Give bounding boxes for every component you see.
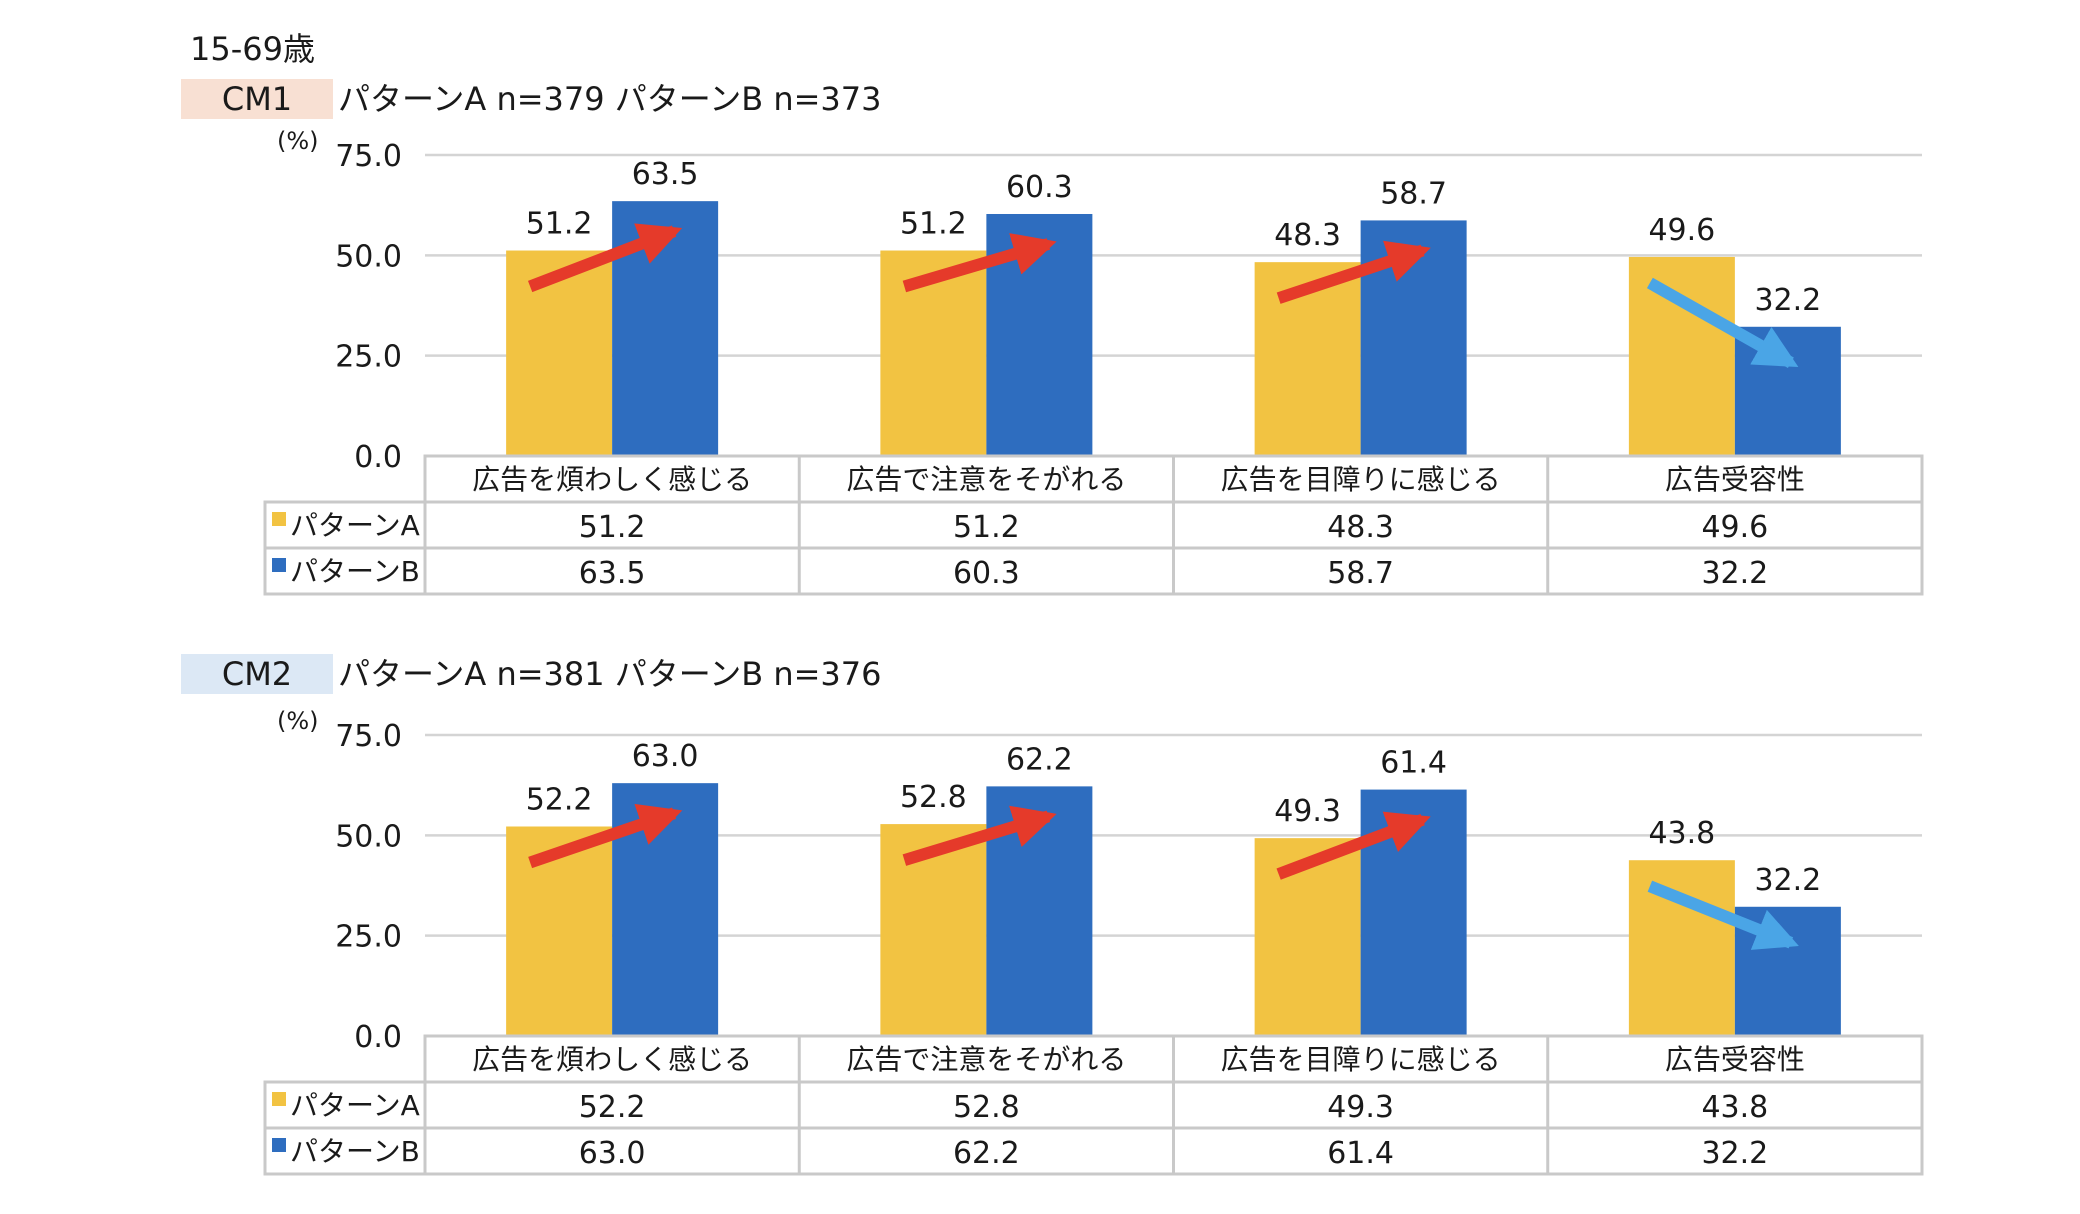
data-label: 61.4 <box>1380 746 1447 781</box>
chart-panel-2: CM2 パターンA n=381 パターンB n=376 (%) 0.0 25.0 50.0… <box>181 654 1924 1176</box>
bar-pattern-a <box>880 250 987 456</box>
table-cell-value: 63.5 <box>579 556 646 591</box>
trend-arrow-up <box>902 805 1057 866</box>
chart-panel-1: CM1 パターンA n=379 パターンB n=373 (%) 0.0 25.0 50.0… <box>181 79 1924 596</box>
table-series-row <box>263 546 1924 596</box>
trend-arrow-up <box>902 233 1057 293</box>
category-label: 広告を煩わしく感じる <box>472 1043 752 1076</box>
legend-swatch-pattern-a <box>272 1092 286 1106</box>
table-cell-value: 60.3 <box>953 556 1020 591</box>
data-label: 52.8 <box>900 780 967 815</box>
legend-label: パターンB <box>290 555 420 588</box>
y-tick-label: 25.0 <box>335 340 402 375</box>
table-cell-value: 48.3 <box>1327 510 1394 545</box>
y-tick-label: 25.0 <box>335 920 402 955</box>
category-label: 広告を目障りに感じる <box>1221 1043 1501 1076</box>
category-label: 広告を目障りに感じる <box>1221 463 1501 496</box>
data-label: 52.2 <box>526 783 593 818</box>
table-cell-value: 32.2 <box>1701 1136 1768 1171</box>
bar-pattern-a <box>506 250 613 456</box>
data-label: 51.2 <box>900 207 967 242</box>
bar-pattern-a <box>1628 860 1735 1036</box>
table-cell-value: 58.7 <box>1327 556 1394 591</box>
table-cell-value: 63.0 <box>579 1136 646 1171</box>
table-cell-value: 51.2 <box>579 510 646 545</box>
category-label: 広告で注意をそがれる <box>846 463 1126 496</box>
bar-pattern-a <box>506 826 613 1036</box>
legend-swatch-pattern-b <box>272 558 286 572</box>
data-label: 49.3 <box>1274 794 1341 829</box>
y-unit-label: (%) <box>277 127 319 155</box>
table-cell-value: 51.2 <box>953 510 1020 545</box>
category-label: 広告受容性 <box>1665 463 1805 496</box>
category-label: 広告受容性 <box>1665 1043 1805 1076</box>
trend-arrow-down <box>1647 880 1799 950</box>
table-cell-value: 52.2 <box>579 1090 646 1125</box>
category-label: 広告を煩わしく感じる <box>472 463 752 496</box>
bar-pattern-a <box>880 824 987 1036</box>
trend-arrow-up <box>1276 240 1431 304</box>
table-cell-value: 49.3 <box>1327 1090 1394 1125</box>
y-tick-label: 0.0 <box>354 440 402 475</box>
table-cell-value: 52.8 <box>953 1090 1020 1125</box>
legend-swatch-pattern-b <box>272 1138 286 1152</box>
category-label: 広告で注意をそがれる <box>846 1043 1126 1076</box>
sample-size-text: パターンA n=379 パターンB n=373 <box>338 80 882 118</box>
trend-arrow-down <box>1646 277 1799 368</box>
data-label: 63.0 <box>632 739 699 774</box>
data-label: 49.6 <box>1648 213 1715 248</box>
data-label: 63.5 <box>632 157 699 192</box>
data-label: 32.2 <box>1754 283 1821 318</box>
data-label: 60.3 <box>1006 170 1073 205</box>
sample-size-text: パターンA n=381 パターンB n=376 <box>338 655 882 693</box>
panel-label: CM2 <box>222 655 292 693</box>
table-series-row <box>263 500 1924 550</box>
panel-badge <box>181 654 333 694</box>
data-label: 32.2 <box>1754 863 1821 898</box>
table-cell-value: 49.6 <box>1701 510 1768 545</box>
table-series-row <box>263 1080 1924 1130</box>
data-label: 48.3 <box>1274 218 1341 253</box>
panel-label: CM1 <box>222 80 292 118</box>
legend-label: パターンB <box>290 1135 420 1168</box>
age-label: 15-69歳 <box>190 30 315 68</box>
data-label: 58.7 <box>1380 176 1447 211</box>
data-label: 62.2 <box>1006 742 1073 777</box>
data-label: 51.2 <box>526 207 593 242</box>
trend-arrow-up <box>528 803 683 869</box>
table-cell-value: 32.2 <box>1701 556 1768 591</box>
trend-arrow-up <box>1276 811 1431 880</box>
table-cell-value: 62.2 <box>953 1136 1020 1171</box>
bar-pattern-a <box>1628 256 1735 456</box>
y-tick-label: 75.0 <box>335 719 402 754</box>
bar-pattern-a <box>1254 838 1361 1036</box>
panel-badge <box>181 79 333 119</box>
y-tick-label: 50.0 <box>335 239 402 274</box>
legend-swatch-pattern-a <box>272 512 286 526</box>
y-tick-label: 75.0 <box>335 139 402 174</box>
trend-arrow-up <box>527 223 683 293</box>
data-label: 43.8 <box>1648 816 1715 851</box>
legend-label: パターンA <box>290 509 420 542</box>
legend-label: パターンA <box>290 1089 420 1122</box>
table-cell-value: 43.8 <box>1701 1090 1768 1125</box>
y-tick-label: 50.0 <box>335 819 402 854</box>
y-tick-label: 0.0 <box>354 1020 402 1055</box>
table-cell-value: 61.4 <box>1327 1136 1394 1171</box>
table-series-row <box>263 1126 1924 1176</box>
y-unit-label: (%) <box>277 707 319 735</box>
